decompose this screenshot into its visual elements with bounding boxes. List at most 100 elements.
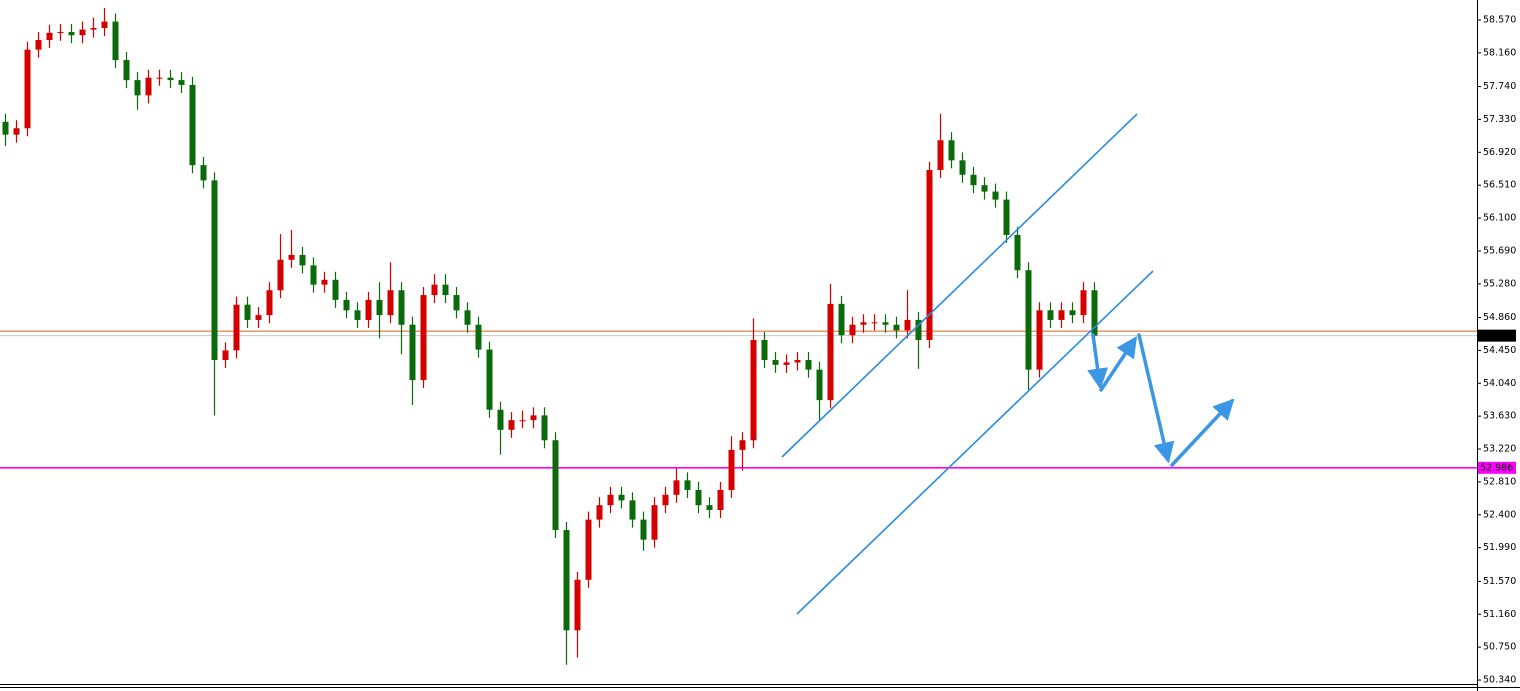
y-tick-label: 50.340 <box>1483 675 1516 686</box>
candle-body <box>629 500 636 520</box>
y-tick-label: 58.570 <box>1483 14 1516 25</box>
candle-body <box>35 40 42 50</box>
candle-body <box>1047 310 1054 320</box>
candle-body <box>156 77 163 79</box>
candle-body <box>695 489 702 506</box>
candle-body <box>178 80 185 85</box>
y-tick-label: 53.220 <box>1483 444 1516 455</box>
candle-body <box>497 409 504 430</box>
price-lines <box>0 330 1477 469</box>
candle-body <box>1014 234 1021 271</box>
candle-body <box>563 530 570 631</box>
candle-body <box>288 254 295 260</box>
candle-body <box>79 29 86 36</box>
candle-body <box>717 489 724 511</box>
candle-body <box>46 32 53 41</box>
y-tick-label: 50.750 <box>1483 642 1516 653</box>
candle-body <box>926 169 933 340</box>
candle-body <box>475 324 482 350</box>
candle-body <box>233 304 240 351</box>
candle-body <box>112 21 119 61</box>
candle-body <box>838 303 845 336</box>
candle-body <box>134 80 141 96</box>
candle-body <box>508 420 515 430</box>
y-tick-label: 52.400 <box>1483 509 1516 520</box>
y-tick-label: 57.330 <box>1483 114 1516 125</box>
candle-body <box>794 360 801 363</box>
candle-body <box>90 27 97 30</box>
candle-body <box>2 121 9 135</box>
candle-body <box>343 299 350 311</box>
candle-body <box>728 449 735 490</box>
candle-body <box>519 420 526 422</box>
candle-body <box>640 519 647 540</box>
candle-body <box>904 319 911 331</box>
candle-body <box>816 369 823 401</box>
candle-body <box>915 319 922 340</box>
candle-body <box>1025 270 1032 370</box>
candle-body <box>981 185 988 192</box>
candle-body <box>200 165 207 181</box>
candle-body <box>860 322 867 325</box>
candle-body <box>13 128 20 135</box>
arrow <box>1087 333 1109 390</box>
candle-body <box>68 32 75 36</box>
candle-body <box>24 49 31 129</box>
y-tick-label: 51.160 <box>1483 609 1516 620</box>
candle-body <box>255 315 262 320</box>
y-tick-label: 55.280 <box>1483 278 1516 289</box>
candle-body <box>662 494 669 506</box>
candle-body <box>442 284 449 296</box>
candle-body <box>607 494 614 506</box>
y-tick-label: 57.740 <box>1483 81 1516 92</box>
price-label: 54.634 <box>1480 330 1513 341</box>
candle-body <box>332 279 339 300</box>
annotations <box>781 113 1154 615</box>
y-tick-label: 52.810 <box>1483 476 1516 487</box>
candle-body <box>574 579 581 631</box>
candle-body <box>959 160 966 175</box>
y-tick-label: 53.630 <box>1483 411 1516 422</box>
candle-body <box>123 60 130 81</box>
candle-body <box>596 505 603 520</box>
candle-body <box>970 174 977 186</box>
candle-body <box>651 505 658 540</box>
candle-body <box>673 480 680 495</box>
candle-body <box>937 140 944 170</box>
candle-body <box>464 310 471 325</box>
candle-body <box>1036 310 1043 370</box>
arrow <box>1137 333 1175 464</box>
candle-body <box>354 310 361 320</box>
candle-body <box>211 180 218 361</box>
arrow <box>1099 336 1137 392</box>
candle-body <box>948 140 955 161</box>
candle-body <box>585 519 592 580</box>
trend-line <box>796 270 1154 615</box>
y-tick-label: 54.040 <box>1483 378 1516 389</box>
candle-body <box>684 480 691 490</box>
candle-body <box>486 349 493 410</box>
candle-body <box>827 303 834 401</box>
candle-body <box>882 322 889 325</box>
candle-body <box>101 21 108 28</box>
candle-body <box>420 295 427 381</box>
candle-body <box>1091 290 1098 336</box>
y-tick-label: 51.570 <box>1483 576 1516 587</box>
y-tick-label: 56.510 <box>1483 180 1516 191</box>
candle-body <box>739 440 746 450</box>
candle-body <box>706 505 713 511</box>
candle-body <box>167 77 174 81</box>
candle-body <box>453 295 460 311</box>
candle-body <box>277 259 284 291</box>
candle-body <box>992 191 999 200</box>
candle-body <box>541 415 548 441</box>
candle-body <box>750 339 757 441</box>
y-tick-label: 56.920 <box>1483 147 1516 158</box>
candle-body <box>1080 290 1087 316</box>
candle-body <box>189 84 196 166</box>
arrow <box>1170 398 1235 467</box>
candle-body <box>409 324 416 381</box>
candle-body <box>310 265 317 285</box>
